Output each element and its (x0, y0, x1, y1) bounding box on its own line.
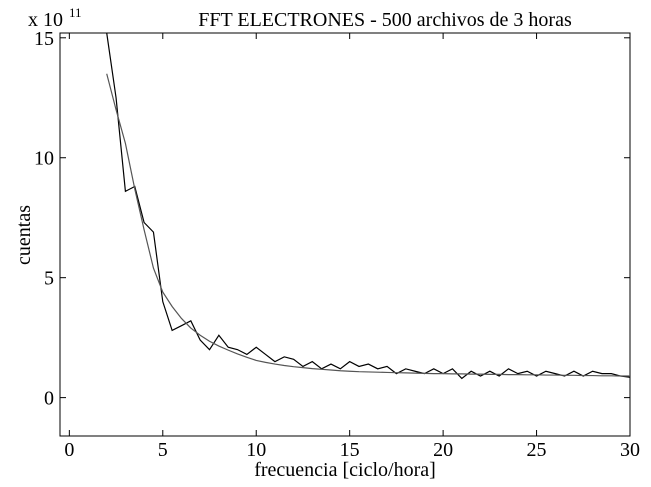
plot-area (106, 33, 630, 380)
y-tick-label: 15 (34, 28, 54, 50)
y-tick-label: 5 (44, 268, 54, 290)
x-tick-label: 0 (64, 439, 74, 461)
x-tick-label: 15 (340, 439, 360, 461)
y-tick-label: 10 (34, 148, 54, 170)
x-tick-label: 25 (527, 439, 547, 461)
x-tick-label: 20 (433, 439, 453, 461)
y-multiplier-base: x 10 (28, 9, 63, 31)
x-tick-label: 30 (620, 439, 640, 461)
y-multiplier-exponent: 11 (69, 5, 82, 20)
x-axis-label: frecuencia [ciclo/hora] (254, 459, 436, 481)
x-tick-label: 10 (246, 439, 266, 461)
axes-box (59, 32, 631, 437)
data-line (106, 33, 630, 380)
chart-title: FFT ELECTRONES - 500 archivos de 3 horas (198, 9, 572, 31)
y-tick-label: 0 (44, 388, 54, 410)
y-axis-label: cuentas (13, 205, 35, 265)
x-tick-label: 5 (158, 439, 168, 461)
data-line (106, 73, 630, 377)
